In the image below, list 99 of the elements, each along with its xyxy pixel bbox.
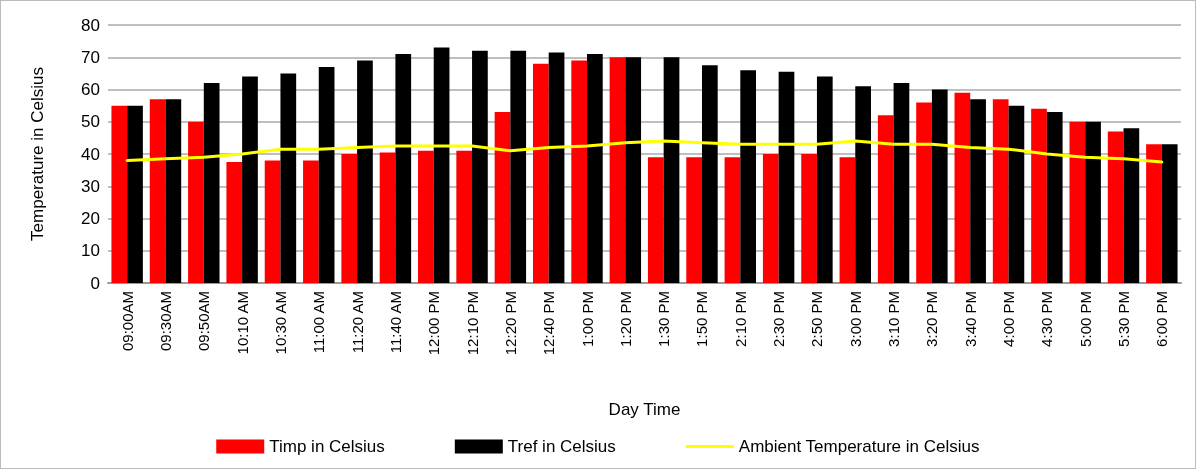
bar xyxy=(472,50,488,283)
x-tick-label: 1:30 PM xyxy=(655,291,673,347)
x-tick-label: 11:20 AM xyxy=(348,291,366,354)
bar xyxy=(571,60,588,283)
bar xyxy=(1085,121,1101,283)
x-tick-label: 11:00 AM xyxy=(310,291,328,354)
x-tick-label: 1:20 PM xyxy=(616,291,634,347)
bar xyxy=(1107,131,1124,283)
bar xyxy=(203,83,220,283)
x-tick-label: 11:40 AM xyxy=(386,291,404,354)
bar xyxy=(456,150,473,283)
y-tick-label: 70 xyxy=(81,47,100,67)
bar xyxy=(510,50,527,283)
bar xyxy=(970,99,986,283)
bar xyxy=(877,115,894,283)
x-tick-label: 4:00 PM xyxy=(1000,291,1018,347)
x-tick-label: 10:30 AM xyxy=(271,291,289,355)
bar xyxy=(264,160,281,283)
y-tick-label: 30 xyxy=(81,176,100,196)
legend-label: Timp in Celsius xyxy=(269,437,385,456)
bar xyxy=(587,54,603,283)
bar xyxy=(1069,121,1086,283)
x-axis-title: Day Time xyxy=(608,400,681,419)
bar xyxy=(1046,112,1063,283)
bar xyxy=(280,73,297,283)
bar xyxy=(609,57,626,283)
bar xyxy=(647,157,664,283)
bar xyxy=(303,160,319,283)
x-tick-label: 09:30AM xyxy=(156,291,174,352)
bar xyxy=(1146,144,1162,283)
bar xyxy=(1161,144,1178,283)
x-tick-label: 1:50 PM xyxy=(693,291,711,347)
bar xyxy=(341,154,358,283)
x-tick-label: 12:40 PM xyxy=(540,291,558,356)
x-tick-label: 6:00 PM xyxy=(1153,291,1171,347)
x-tick-label: 5:30 PM xyxy=(1115,291,1133,347)
x-tick-label: 10:10 AM xyxy=(233,291,251,355)
bar xyxy=(242,76,258,283)
x-tick-label: 3:20 PM xyxy=(923,291,941,347)
x-tick-label: 09:50AM xyxy=(195,291,213,352)
x-tick-label: 1:00 PM xyxy=(578,291,596,347)
bar xyxy=(625,57,642,283)
bar xyxy=(1031,108,1047,283)
bar xyxy=(778,71,795,283)
bar xyxy=(226,162,243,283)
bar xyxy=(701,65,718,283)
bar xyxy=(992,99,1009,283)
x-tick-label: 3:00 PM xyxy=(846,291,864,347)
bar xyxy=(740,70,757,283)
bar xyxy=(532,63,549,283)
x-tick-label: 3:40 PM xyxy=(961,291,979,347)
bar xyxy=(916,102,932,283)
bar xyxy=(893,83,910,283)
y-tick-label: 20 xyxy=(81,209,100,228)
bar xyxy=(395,54,412,283)
x-tick-label: 3:10 PM xyxy=(885,291,903,347)
bar xyxy=(931,89,948,283)
x-tick-label: 5:00 PM xyxy=(1076,291,1094,347)
y-tick-label: 0 xyxy=(90,273,100,293)
x-tick-label: 4:30 PM xyxy=(1038,291,1056,347)
y-tick-label: 80 xyxy=(81,15,100,35)
x-tick-label: 12:10 PM xyxy=(463,291,481,356)
legend-label: Ambient Temperature in Celsius xyxy=(738,437,980,456)
bar xyxy=(1123,128,1140,283)
bar xyxy=(318,66,335,283)
bar xyxy=(418,150,434,283)
bar xyxy=(954,92,971,283)
bar xyxy=(111,105,128,283)
x-tick-label: 2:30 PM xyxy=(770,291,788,347)
y-tick-label: 10 xyxy=(81,241,100,261)
y-tick-label: 50 xyxy=(81,112,100,132)
bar xyxy=(188,121,204,283)
bar xyxy=(433,47,450,283)
x-tick-label: 09:00AM xyxy=(118,291,136,352)
bar xyxy=(724,157,741,283)
x-tick-label: 12:00 PM xyxy=(425,291,443,356)
bar xyxy=(165,99,182,283)
bar xyxy=(663,57,680,283)
bar xyxy=(149,99,166,283)
y-axis-title: Temperature in Celsius xyxy=(28,67,47,241)
bar xyxy=(379,152,396,283)
bar xyxy=(127,105,143,283)
bar xyxy=(686,157,702,283)
y-tick-label: 60 xyxy=(81,80,100,99)
y-tick-label: 40 xyxy=(81,144,100,164)
bar xyxy=(801,154,817,283)
legend-label: Tref in Celsius xyxy=(507,437,616,456)
bar xyxy=(494,112,511,283)
bar xyxy=(548,52,565,283)
bar xyxy=(1008,105,1025,283)
bar xyxy=(816,76,833,283)
x-tick-label: 12:20 PM xyxy=(501,291,519,356)
bar xyxy=(357,60,373,283)
bar xyxy=(855,86,871,283)
bar xyxy=(839,157,856,283)
x-tick-label: 2:50 PM xyxy=(808,291,826,347)
bar xyxy=(762,154,779,283)
x-tick-label: 2:10 PM xyxy=(731,291,749,347)
line-series xyxy=(125,139,1164,164)
